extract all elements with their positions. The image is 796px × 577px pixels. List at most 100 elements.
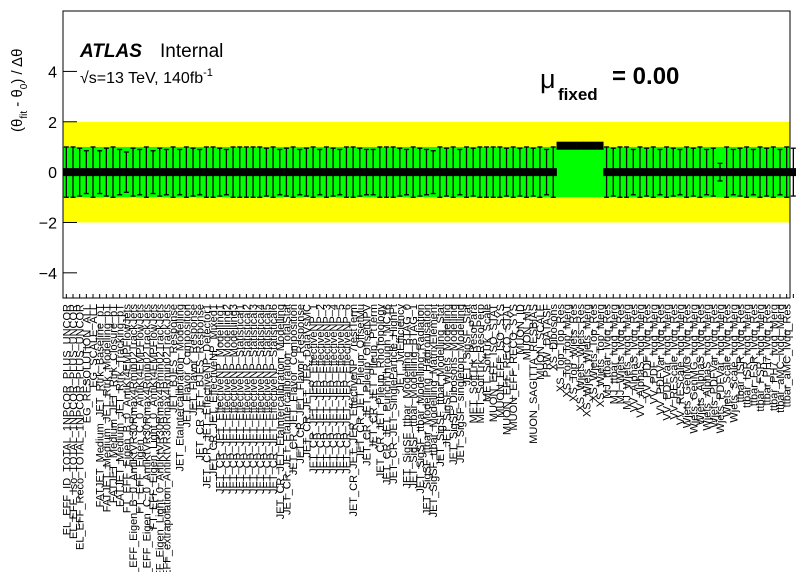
x-tick-label: MJ_ttbar_lvqq_Res (602, 304, 614, 399)
pull-marker (543, 168, 551, 177)
pull-marker (216, 168, 224, 177)
pull-marker (136, 168, 144, 177)
x-tick-label: JET_SigSF_ttbar_Modelling_BTAG_0 (401, 304, 413, 488)
pull-marker (309, 168, 317, 177)
x-tick-label: JET_SigSF_ttbar_Modelling_Stat (435, 304, 447, 467)
x-tick-label: VV_REScale_lvqq_Merg (675, 304, 687, 425)
x-tick-label: JET_CR_JET_BJES_Response (195, 304, 207, 461)
pull-marker (629, 168, 637, 177)
pull-marker (196, 168, 204, 177)
x-tick-label: JET_CR_JET_EffectiveNP_Statistical1 (235, 304, 247, 494)
plot-frame (62, 10, 791, 299)
x-tick-label: MJ_Wjets_lvqq_Res (615, 304, 627, 405)
pull-marker (383, 168, 391, 177)
y-title-text: (θ (9, 119, 26, 132)
x-tick-label: JET_SigSF_ttbar_Modelling_MatrixElement (428, 304, 440, 517)
pull-marker (363, 168, 371, 177)
pull-marker (209, 168, 217, 177)
pull-marker (183, 168, 191, 177)
x-tick-label: JET_CR_JET_SingleParticle_HighPt (388, 304, 400, 484)
pull-marker (169, 168, 177, 177)
pull-marker (283, 168, 291, 177)
pull-marker (156, 168, 164, 177)
pull-marker (289, 168, 297, 177)
x-tick-label: XS_Wjets_Top_Merg (595, 304, 607, 407)
y-tick-label: −2 (39, 215, 57, 232)
pull-marker (689, 168, 697, 177)
x-tick-label: PRW_DATASF (542, 304, 554, 378)
x-tick-label: JET_CR_JET_EffectiveNP_Statistical3 (248, 304, 260, 494)
x-tick-label: ttbar_FSR_lvqq_Res (748, 304, 760, 407)
x-tick-label: JET_CR_JET_PunchThrough_MC16 (381, 304, 393, 485)
x-tick-label: XS_Top_Wjets_Res (568, 304, 580, 402)
x-tick-label: FATJET_Medium_JET_Rtrk_Baseline_pT (95, 304, 107, 508)
pull-marker (716, 168, 724, 177)
x-tick-label: JET_CR_JET_EffectiveNP_Modelling2 (221, 304, 233, 494)
x-tick-label: JET_CR_JET_EffectiveNP_Statistical2 (241, 304, 253, 494)
pull-marker (623, 168, 631, 177)
pull-marker (609, 168, 617, 177)
pull-marker (663, 168, 671, 177)
pull-marker (489, 168, 497, 177)
x-tick-label: JET_SigSF_ttbar_Modelling_BTAG_1 (408, 304, 420, 488)
x-tick-label: MUON_EFF_RECO_SYS (508, 304, 520, 431)
x-tick-label: JET_CR_JET_JER_EffectiveNP_5 (335, 304, 347, 474)
pull-marker (596, 141, 604, 150)
pull-marker (563, 141, 571, 150)
x-tick-label: XS_Top_Top_Merg (562, 304, 574, 398)
x-tick-label: XS_Wjets_Wjets_Merg (582, 304, 594, 417)
pull-marker (749, 168, 757, 177)
x-tick-label: VV_PDF_lvqq_Res (642, 304, 654, 399)
x-tick-label: Wjets_GenMG_lvqq_Res (682, 304, 694, 429)
pull-marker (556, 141, 564, 150)
pull-marker (369, 168, 377, 177)
pull-marker (583, 141, 591, 150)
x-tick-label: JET_CR_JET_JER_EffectiveNP_1 (308, 304, 320, 474)
pull-marker (529, 168, 537, 177)
pull-marker (436, 168, 444, 177)
pull-marker (163, 168, 171, 177)
pull-marker (83, 168, 90, 177)
x-tick-label: JET_JvtEfficiency (395, 304, 407, 391)
pull-marker (683, 168, 691, 177)
x-tick-label: EL_EFF_Reco_TOTAL_1NPCOR_PLUS_UNCOR (75, 304, 87, 550)
x-tick-label: JET_SigSF_Stat (462, 304, 474, 385)
pull-marker (123, 168, 130, 177)
y-title-text: - θ (9, 89, 26, 111)
pull-marker (656, 168, 664, 177)
x-tick-label: EL_EFF_Iso_TOTAL_1NPCOR_PLUS_UNCOR (68, 304, 80, 539)
pull-marker (783, 168, 791, 177)
pull-marker (476, 168, 484, 177)
pull-marker (483, 168, 491, 177)
pull-marker (763, 168, 771, 177)
pull-marker (643, 168, 651, 177)
pull-marker (356, 168, 364, 177)
x-tick-label: FT_EFF_extrapolation_AntiKtVR30Rmax4Rmin… (161, 304, 173, 572)
pull-marker (109, 168, 117, 177)
x-tick-label: JET_Flavor_Response (188, 304, 200, 416)
pull-marker (236, 168, 244, 177)
x-tick-label: XS_Wjets_Wjets_Res (575, 304, 587, 412)
y-title-text: ) / Δθ (9, 49, 26, 84)
pull-marker (303, 168, 311, 177)
x-tick-label: FT_EFF_Eigen_B_0_AntiKtVR30Rmax4Rmin02Tr… (128, 304, 140, 572)
x-tick-label: MJ_Wjets_lvqq_Merg (622, 304, 634, 410)
x-tick-label: JET_CR_JET_EtaIntercalibration_TotalStat (281, 304, 293, 515)
x-tick-label: JET_CR_JET_EffectiveNP_Modelling1 (215, 304, 227, 494)
pull-marker (189, 168, 197, 177)
pull-marker (389, 168, 397, 177)
x-tick-label: VV_PDF_lvqq_Merg (648, 304, 660, 404)
x-tick-label: JET_CR_JET_JER_EffectiveNP_4 (328, 304, 340, 474)
pull-marker (223, 168, 231, 177)
pull-marker (649, 168, 657, 177)
pull-marker (249, 168, 257, 177)
x-tick-label: JET_CR_JET_Pileup_RhoTopology (375, 304, 387, 479)
x-tick-label: MUON_MS (522, 304, 534, 360)
x-tick-label: JET_SigSF_ttbar_Modelling_Radiation (415, 304, 427, 494)
pull-marker (636, 168, 644, 177)
pull-marker (396, 168, 404, 177)
x-tick-label: FATJET_Medium_JET_Rtrk_Tracking_pT (115, 304, 127, 507)
pull-marker (376, 168, 384, 177)
y-tick-label: 4 (48, 64, 57, 81)
